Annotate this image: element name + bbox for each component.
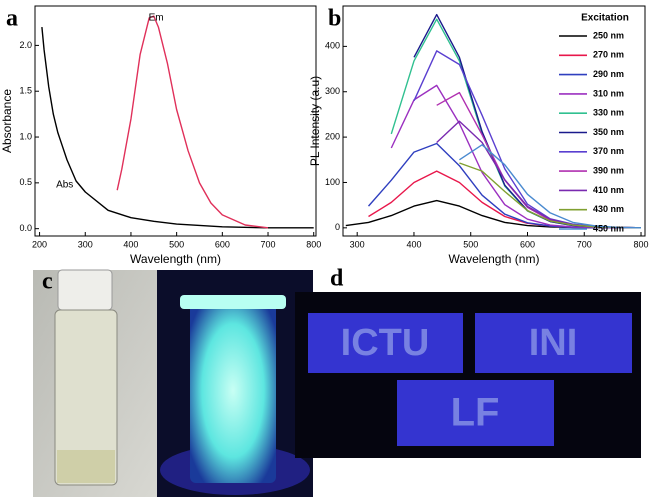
x-tick-label: 400 bbox=[123, 239, 138, 249]
legend-label: 290 nm bbox=[593, 69, 624, 79]
photo-d: ICTU INI LF d bbox=[295, 266, 641, 458]
vial-liquid bbox=[57, 450, 115, 483]
y-axis-label: PL Intensity (a.u) bbox=[308, 76, 322, 166]
paper-strip bbox=[475, 313, 632, 373]
photo-c: c bbox=[33, 269, 313, 497]
annotation: Abs bbox=[56, 179, 73, 190]
x-tick-label: 400 bbox=[406, 239, 421, 249]
vial bbox=[54, 309, 118, 486]
x-tick-label: 300 bbox=[78, 239, 93, 249]
legend-label: 390 nm bbox=[593, 165, 624, 175]
legend-label: 430 nm bbox=[593, 204, 624, 214]
y-tick-label: 100 bbox=[325, 177, 340, 187]
paper-strip bbox=[308, 313, 463, 373]
plot-frame bbox=[34, 5, 317, 237]
y-tick-label: 200 bbox=[325, 131, 340, 141]
legend-label: 370 nm bbox=[593, 146, 624, 156]
legend-label: 330 nm bbox=[593, 108, 624, 118]
y-tick-label: 1.0 bbox=[19, 131, 32, 141]
legend-title: Excitation bbox=[581, 13, 629, 24]
y-axis-label: Absorbance bbox=[0, 89, 14, 153]
glow-text: ICTU bbox=[341, 322, 430, 364]
panel-label: d bbox=[330, 266, 344, 292]
annotation: Em bbox=[149, 13, 164, 24]
x-tick-label: 600 bbox=[215, 239, 230, 249]
legend-label: 250 nm bbox=[593, 30, 624, 40]
y-tick-label: 0.0 bbox=[19, 223, 32, 233]
y-tick-label: 0 bbox=[335, 222, 340, 232]
legend-label: 350 nm bbox=[593, 127, 624, 137]
vial-rim bbox=[180, 295, 286, 309]
paper-strip bbox=[397, 380, 554, 446]
x-tick-label: 800 bbox=[306, 239, 321, 249]
x-tick-label: 700 bbox=[261, 239, 276, 249]
vial-cap bbox=[57, 269, 113, 311]
legend-label: 270 nm bbox=[593, 50, 624, 60]
glow-text: LF bbox=[451, 391, 500, 435]
y-tick-label: 1.5 bbox=[19, 86, 32, 96]
x-axis-label: Wavelength (nm) bbox=[449, 252, 540, 266]
series-line bbox=[41, 27, 314, 229]
x-tick-label: 500 bbox=[169, 239, 184, 249]
x-axis-label: Wavelength (nm) bbox=[130, 252, 221, 266]
y-tick-label: 0.5 bbox=[19, 177, 32, 187]
y-tick-label: 300 bbox=[325, 86, 340, 96]
legend-label: 310 nm bbox=[593, 88, 624, 98]
series-line bbox=[459, 144, 642, 229]
glow-text: INI bbox=[529, 322, 578, 364]
panel-label: c bbox=[42, 269, 53, 295]
legend-label: 450 nm bbox=[593, 223, 624, 233]
x-tick-label: 300 bbox=[350, 239, 365, 249]
plot-frame bbox=[342, 5, 646, 237]
y-tick-label: 2.0 bbox=[19, 40, 32, 50]
glowing-vial bbox=[190, 298, 276, 483]
x-tick-label: 800 bbox=[634, 239, 649, 249]
x-tick-label: 500 bbox=[463, 239, 478, 249]
series-line bbox=[116, 15, 269, 229]
legend-label: 410 nm bbox=[593, 185, 624, 195]
x-tick-label: 600 bbox=[520, 239, 535, 249]
y-tick-label: 400 bbox=[325, 41, 340, 51]
x-tick-label: 700 bbox=[577, 239, 592, 249]
panel-label: a bbox=[6, 6, 18, 32]
panel-label: b bbox=[328, 6, 341, 32]
series-line bbox=[413, 13, 642, 229]
x-tick-label: 200 bbox=[32, 239, 47, 249]
